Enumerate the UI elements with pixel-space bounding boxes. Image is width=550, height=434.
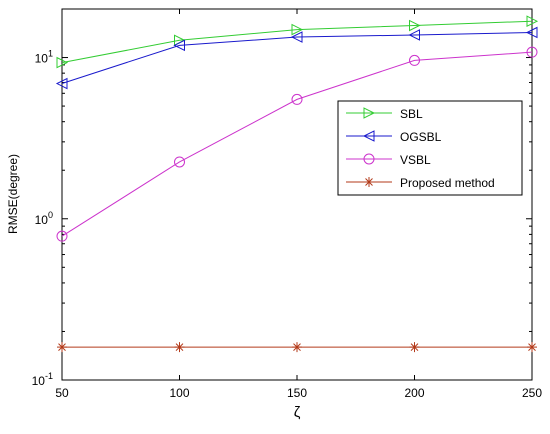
y-tick-base: 10 [32, 374, 46, 388]
legend-item: Proposed method [346, 176, 495, 190]
y-tick-label: 10-1 [32, 371, 53, 388]
marker-triangle-right [409, 19, 421, 32]
y-tick-exponent: 1 [48, 49, 53, 59]
y-tick-label: 101 [35, 49, 53, 66]
marker-triangle-left [408, 29, 420, 41]
marker-asterisk [409, 342, 420, 353]
asterisk-stroke [175, 343, 184, 351]
legend: SBL OGSBL VSBL Proposed method [337, 100, 523, 196]
legend-label: OGSBL [400, 130, 442, 144]
series-layer [55, 15, 539, 353]
marker-triangle-right [291, 23, 304, 36]
marker-triangle-left [290, 31, 303, 43]
marker-circle [526, 46, 538, 58]
asterisk-stroke [528, 343, 536, 351]
legend-item: OGSBL [346, 130, 442, 144]
marker-triangle-right [363, 107, 376, 119]
legend-label: SBL [400, 107, 423, 121]
legend-label: VSBL [400, 153, 431, 167]
y-tick-exponent: 0 [48, 210, 53, 220]
marker-circle [174, 156, 185, 168]
y-axis-label: RMSE(degree) [6, 154, 20, 234]
marker-triangle-left [55, 77, 68, 90]
series-line [61, 31, 533, 84]
series-ogsbl [55, 26, 538, 90]
asterisk-stroke [293, 343, 301, 351]
x-tick-label: 200 [404, 386, 424, 400]
marker-triangle-right [56, 56, 69, 69]
legend-item: SBL [346, 107, 423, 121]
series-line [61, 51, 533, 237]
asterisk-stroke [365, 178, 373, 186]
marker-triangle-right [526, 15, 539, 28]
series-sbl [56, 15, 539, 69]
marker-circle [56, 230, 68, 242]
x-tick-label: 50 [55, 386, 69, 400]
marker-asterisk [292, 342, 302, 353]
series-line [61, 20, 533, 64]
marker-circle [409, 54, 420, 66]
legend-label: Proposed method [400, 176, 495, 190]
y-tick-label: 100 [35, 210, 53, 227]
marker-triangle-left [173, 39, 185, 52]
x-tick-label: 250 [522, 386, 542, 400]
x-tick-label: 100 [169, 386, 189, 400]
y-tick-base: 10 [35, 52, 49, 66]
marker-triangle-left [525, 26, 538, 39]
marker-triangle-left [362, 130, 375, 142]
marker-asterisk [57, 342, 67, 353]
x-tick-label: 150 [287, 386, 307, 400]
marker-circle [363, 153, 375, 165]
asterisk-stroke [58, 343, 66, 351]
y-tick-base: 10 [35, 213, 49, 227]
y-tick-exponent: -1 [45, 371, 53, 381]
marker-circle [291, 93, 303, 105]
marker-asterisk [527, 342, 537, 353]
x-axis-label: ζ [294, 404, 301, 421]
series-vsbl [56, 46, 538, 242]
asterisk-stroke [410, 343, 419, 351]
legend-item: VSBL [346, 153, 431, 167]
marker-asterisk [174, 342, 185, 353]
marker-asterisk [364, 177, 374, 187]
series-proposed-method [57, 342, 537, 353]
